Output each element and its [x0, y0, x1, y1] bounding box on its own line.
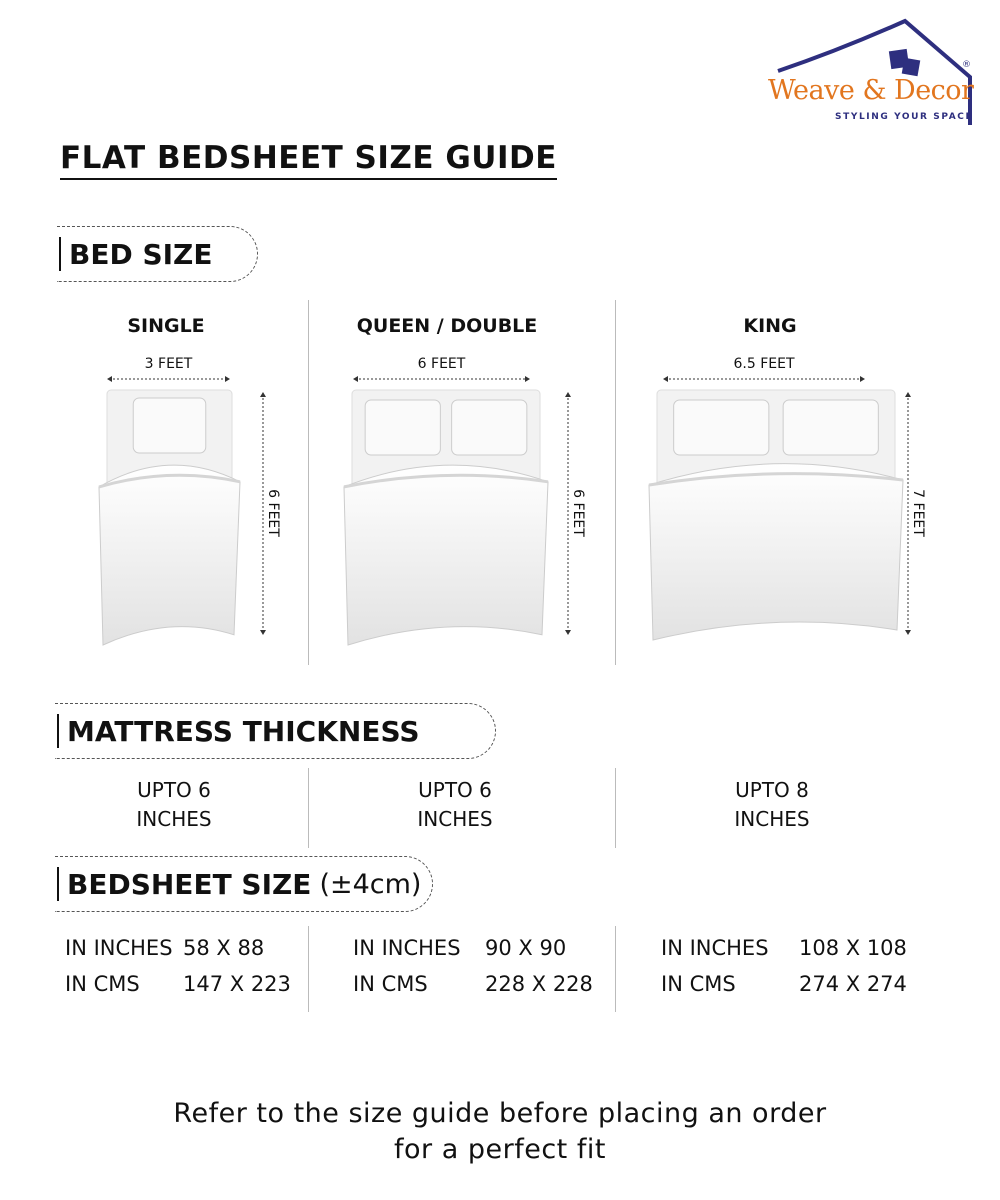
width-arrow — [663, 376, 865, 382]
bed-size-heading: QUEEN / DOUBLE — [356, 315, 538, 337]
bed-size-heading: KING — [743, 315, 797, 337]
section-label: BEDSHEET SIZE — [67, 867, 312, 901]
inches-value: 90 X 90 — [485, 936, 567, 960]
brand-logo: ® Weave & Decor STYLING YOUR SPACE — [760, 15, 990, 130]
thickness-value: UPTO 6 — [418, 778, 492, 802]
length-label: 6 FEET — [265, 489, 281, 537]
inches-value: 108 X 108 — [799, 936, 907, 960]
bed-illustration — [98, 389, 241, 646]
thickness-value: UPTO 6 — [137, 778, 211, 802]
section-bed-size: BED SIZE — [57, 226, 258, 282]
divider — [615, 768, 616, 848]
tolerance: (±4cm) — [319, 868, 422, 900]
divider — [308, 768, 309, 848]
width-arrow — [107, 376, 230, 382]
divider — [308, 926, 309, 1012]
divider — [615, 300, 616, 665]
divider — [308, 300, 309, 665]
width-arrow — [353, 376, 530, 382]
inches-label: IN INCHES — [661, 936, 769, 960]
section-mattress: MATTRESS THICKNESS — [55, 703, 496, 759]
length-label: 7 FEET — [910, 489, 926, 537]
divider — [615, 926, 616, 1012]
mattress-thickness: UPTO 8 INCHES — [662, 776, 882, 834]
thickness-unit: INCHES — [136, 807, 212, 831]
mattress-thickness: UPTO 6 INCHES — [64, 776, 284, 834]
thickness-value: UPTO 8 — [735, 778, 809, 802]
bed-illustration — [343, 389, 549, 646]
bed-illustration — [648, 389, 904, 641]
width-label: 6.5 FEET — [733, 356, 795, 372]
cms-label: IN CMS — [353, 972, 428, 996]
cms-label: IN CMS — [65, 972, 140, 996]
inches-label: IN INCHES — [353, 936, 461, 960]
width-label: 6 FEET — [417, 356, 466, 372]
footer-line: Refer to the size guide before placing a… — [173, 1098, 827, 1129]
brand-name: Weave & Decor — [768, 75, 974, 106]
footer-note: Refer to the size guide before placing a… — [0, 1096, 1000, 1168]
section-label: BED SIZE — [69, 237, 213, 271]
brand-tagline: STYLING YOUR SPACE — [835, 112, 974, 122]
cms-value: 274 X 274 — [799, 972, 907, 996]
footer-line: for a perfect fit — [394, 1134, 606, 1165]
mattress-thickness: UPTO 6 INCHES — [345, 776, 565, 834]
section-bedsheet: BEDSHEET SIZE (±4cm) — [55, 856, 433, 912]
width-label: 3 FEET — [144, 356, 193, 372]
thickness-unit: INCHES — [734, 807, 810, 831]
page-title: FLAT BEDSHEET SIZE GUIDE — [60, 140, 557, 180]
thickness-unit: INCHES — [417, 807, 493, 831]
length-label: 6 FEET — [570, 489, 586, 537]
cms-label: IN CMS — [661, 972, 736, 996]
bed-size-heading: SINGLE — [127, 315, 205, 337]
svg-text:®: ® — [962, 60, 971, 70]
inches-value: 58 X 88 — [183, 936, 265, 960]
section-label: MATTRESS THICKNESS — [67, 714, 420, 748]
cms-value: 228 X 228 — [485, 972, 593, 996]
inches-label: IN INCHES — [65, 936, 173, 960]
cms-value: 147 X 223 — [183, 972, 291, 996]
